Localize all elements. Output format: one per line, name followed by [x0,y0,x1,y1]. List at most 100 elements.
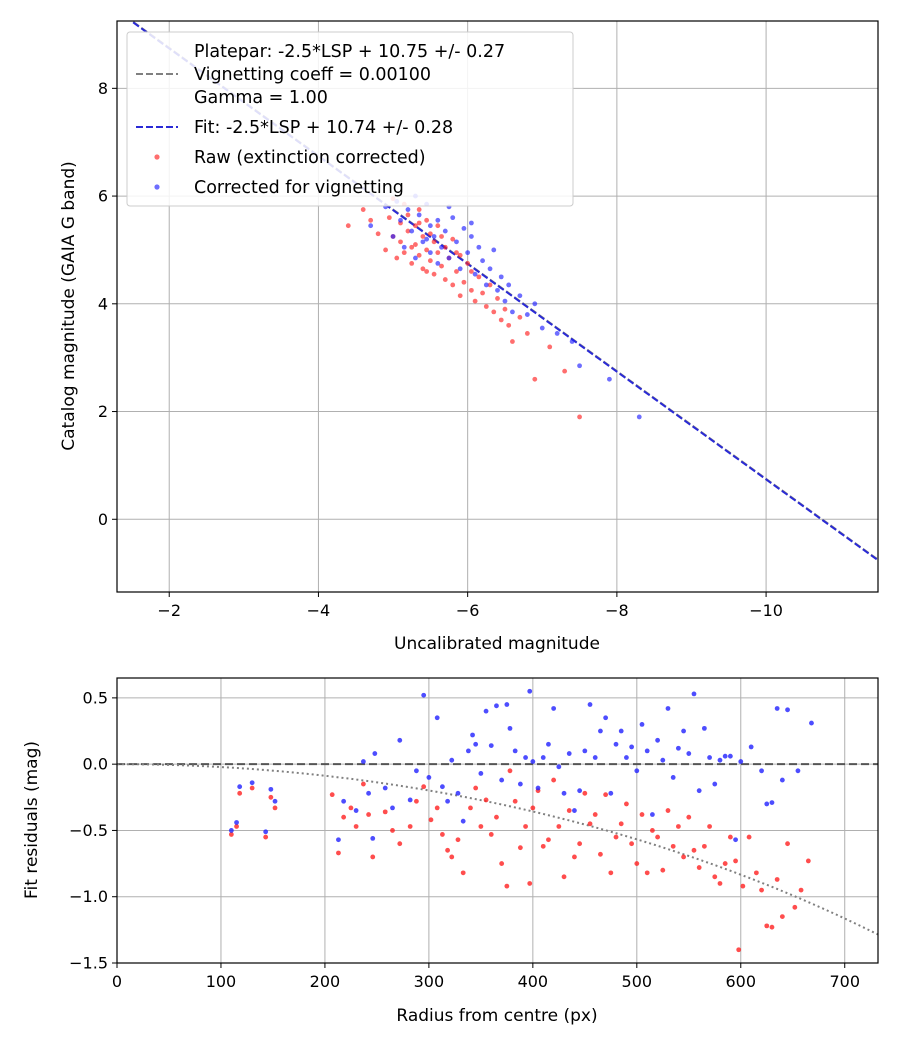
corrected-residual-point [426,775,432,780]
raw-point [394,255,400,261]
raw-residual-point [483,797,489,803]
corrected-point [607,376,612,382]
raw-residual-point [499,861,505,866]
bottom-x-tick-label: 600 [725,972,756,991]
corrected-residual-point [572,808,577,813]
bottom-x-tick-label: 500 [622,972,653,991]
bottom-y-tick-label: 0.5 [83,688,108,707]
raw-point [577,414,582,420]
raw-residual-point [512,798,518,804]
corrected-residual-point [460,818,466,824]
corrected-point [435,261,441,266]
corrected-residual-point [249,780,255,786]
corrected-residual-point [717,757,723,763]
corrected-residual-point [587,702,593,707]
raw-residual-point [613,834,619,840]
raw-residual-point [764,923,770,929]
corrected-residual-point [465,748,471,754]
corrected-residual-point [577,788,583,794]
raw-residual-point [428,817,434,823]
raw-point [468,269,474,274]
raw-residual-point [592,812,598,817]
raw-point [409,244,415,250]
corrected-point [472,271,478,277]
raw-point [431,239,437,245]
corrected-point [424,236,430,242]
bottom-scatter-points [228,688,814,953]
raw-residual-point [618,821,624,827]
top-y-tick-label: 2 [98,402,108,421]
corrected-residual-point [517,781,523,787]
raw-point [439,234,444,239]
corrected-residual-point [618,728,624,734]
raw-residual-point [753,870,759,876]
raw-point [454,269,459,274]
corrected-residual-point [488,743,494,749]
corrected-point [439,244,444,250]
corrected-residual-point [707,755,712,760]
raw-point [442,244,448,250]
bottom-y-tick-label: 0.0 [83,755,108,774]
raw-residual-point [665,808,671,813]
legend-platepar-line-1: Platepar: -2.5*LSP + 10.75 +/- 0.27 [194,42,505,62]
legend-platepar-line-3: Gamma = 1.00 [194,88,328,108]
corrected-residual-point [785,707,790,713]
raw-residual-point [234,824,239,829]
corrected-residual-point [582,748,588,754]
raw-point [420,266,426,272]
corrected-residual-point [530,759,536,764]
corrected-residual-point [234,820,239,825]
raw-residual-point [785,841,790,847]
raw-residual-point [382,809,388,815]
raw-residual-point [598,851,603,857]
corrected-residual-point [650,812,655,817]
raw-residual-point [488,832,494,837]
bottom-plot-frame [116,677,879,964]
top-y-tick-label: 8 [98,79,108,98]
top-axis-ticks: −2 −4 −6 −8 −10 0 2 4 6 8 [98,79,783,620]
corrected-residual-point [370,835,376,841]
raw-point [476,274,482,280]
raw-point [502,306,508,312]
corrected-point [554,331,560,336]
raw-residual-point [727,834,733,840]
corrected-point [409,228,415,234]
corrected-residual-point [353,808,359,813]
raw-point [427,258,433,264]
corrected-residual-point [598,728,603,734]
raw-point [524,331,530,336]
raw-residual-point [460,870,466,876]
top-y-axis-label: Catalog magnitude (GAIA G band) [59,161,79,451]
bottom-x-tick-label: 400 [518,972,549,991]
raw-residual-point [624,801,629,807]
legend: Platepar: -2.5*LSP + 10.75 +/- 0.27 Vign… [126,31,574,207]
corrected-residual-point [660,757,666,763]
corrected-residual-point [795,768,801,774]
bottom-x-tick-label: 300 [414,972,445,991]
corrected-point [431,234,437,239]
legend-corrected-label: Corrected for vignetting [194,178,404,198]
raw-point [506,322,512,328]
raw-point [442,277,448,282]
raw-residual-point [572,854,577,860]
raw-residual-point [530,805,536,811]
raw-point [457,293,463,299]
corrected-residual-point [691,691,697,697]
top-x-tick-label: −10 [749,601,783,620]
corrected-point [468,234,474,239]
corrected-point [465,250,471,256]
raw-residual-point [272,805,278,811]
raw-residual-point [517,845,523,851]
corrected-residual-point [624,755,629,760]
corrected-residual-point [738,759,744,764]
bottom-x-axis-label: Radius from centre (px) [396,1006,597,1026]
raw-residual-point [634,861,640,866]
corrected-residual-point [237,784,243,790]
raw-residual-point [468,805,473,811]
corrected-residual-point [445,798,450,804]
corrected-residual-point [272,798,278,804]
raw-residual-point [759,887,764,893]
raw-point [487,282,493,288]
